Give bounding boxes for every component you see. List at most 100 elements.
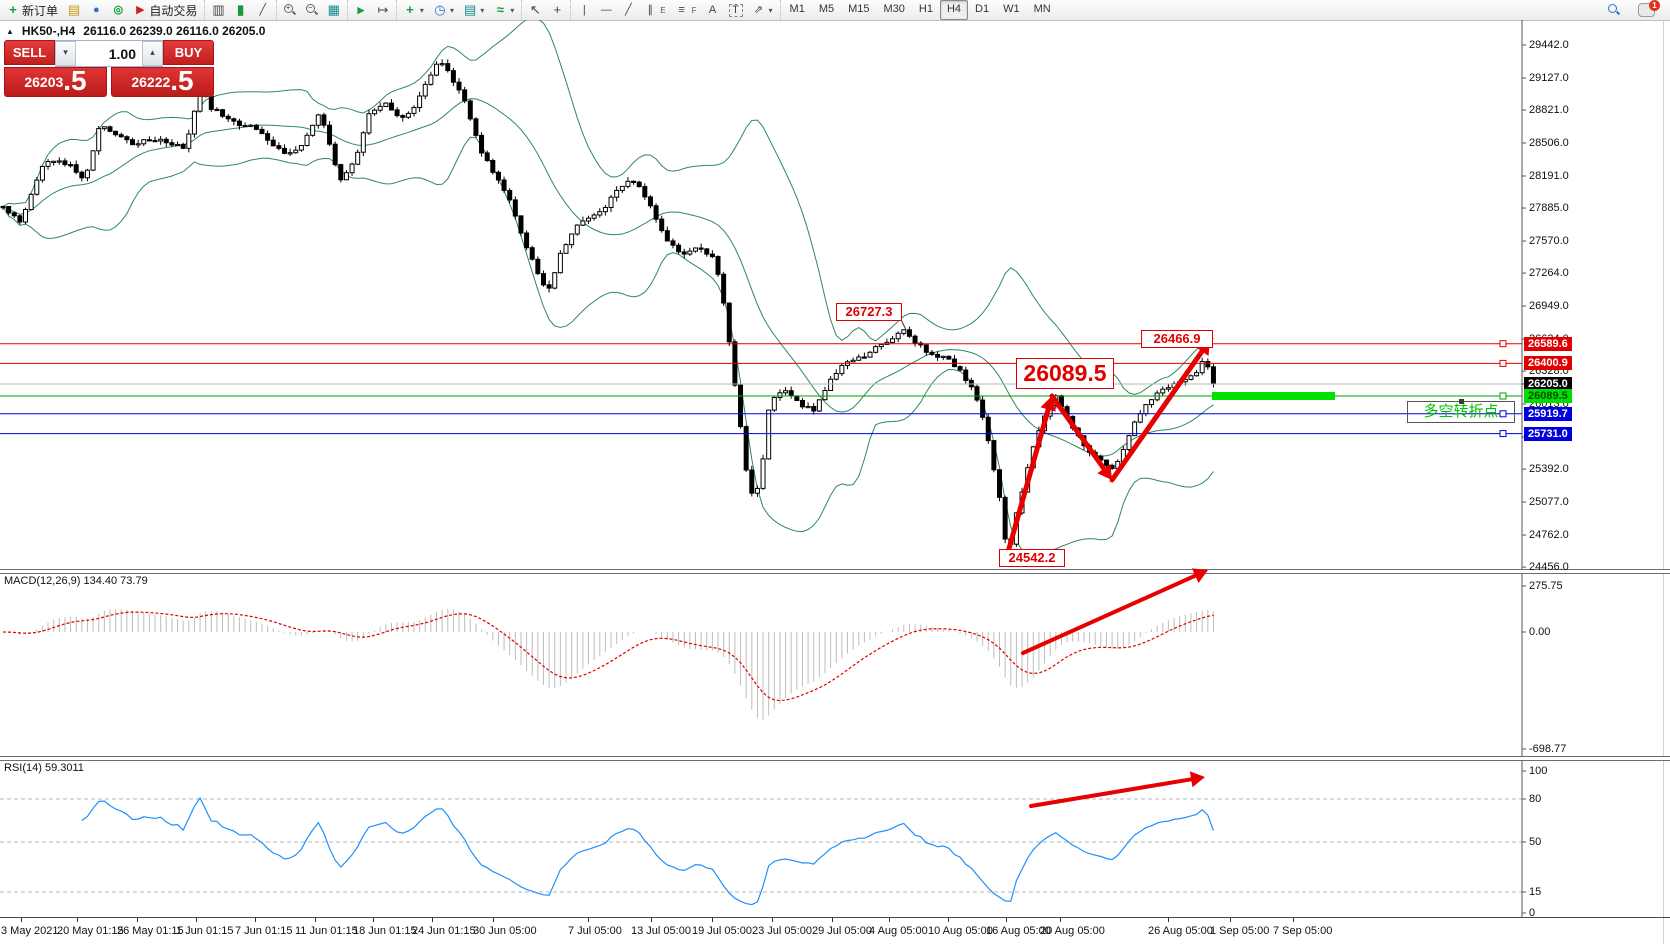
arrows-button[interactable]: ⇗ ▾	[748, 0, 778, 20]
macd-axis-label: -698.77	[1529, 743, 1567, 755]
text-label-button[interactable]: T	[724, 0, 748, 20]
fibonacci-button[interactable]: ≡ F	[671, 0, 702, 20]
macd-indicator-label: MACD(12,26,9) 134.40 73.79	[4, 575, 148, 587]
dropdown-icon: ▾	[449, 5, 454, 15]
notification-badge: 1	[1649, 0, 1660, 11]
rsi-axis-label: 100	[1529, 765, 1548, 777]
timeframe-button-m30[interactable]: M30	[883, 3, 905, 15]
swing-low-price-label[interactable]: 24542.2	[999, 549, 1065, 567]
market-button[interactable]: ▤	[63, 0, 85, 20]
bull-bear-turning-point-note[interactable]: 多空转折点	[1407, 399, 1515, 423]
main-chart-canvas[interactable]	[0, 20, 1670, 570]
rsi-panel-canvas[interactable]	[0, 759, 1670, 917]
channel-button[interactable]: ∥ E	[639, 0, 670, 20]
crosshair-button[interactable]: +	[546, 0, 568, 20]
rsi-axis-label: 50	[1529, 836, 1542, 848]
community-button[interactable]: ●	[85, 0, 107, 20]
new-order-button[interactable]: + 新订单	[2, 0, 63, 20]
price-axis-label: 28191.0	[1529, 169, 1569, 182]
signals-icon: ◎	[113, 4, 124, 16]
pivot-price-label[interactable]: 26089.5	[1016, 358, 1114, 389]
new-chart-button[interactable]: + ▾	[399, 0, 429, 20]
time-axis-label: 1 Jun 01:15	[176, 925, 234, 937]
window-right-edge	[1663, 20, 1664, 944]
toolbar-group-scroll: ▸ ↦	[346, 0, 396, 20]
sell-price-main: 26203	[24, 74, 64, 90]
timeframe-button-d1[interactable]: D1	[975, 3, 990, 15]
selection-handle[interactable]	[1459, 399, 1464, 404]
vertical-line-button[interactable]: |	[573, 0, 595, 20]
time-axis-tick	[373, 918, 374, 922]
time-axis-tick	[832, 918, 833, 922]
time-axis-label: 7 Jul 05:00	[568, 925, 622, 937]
timeframe-button-m15[interactable]: M15	[848, 3, 870, 15]
vertical-line-icon: |	[582, 4, 586, 16]
signals-button[interactable]: ◎	[107, 0, 129, 20]
volume-input[interactable]	[76, 41, 142, 66]
time-axis-label: 19 Jul 05:00	[692, 925, 752, 937]
time-axis-label: 16 Aug 05:00	[986, 925, 1051, 937]
one-click-trade-panel: SELL ▾ ▴ BUY 26203.5 26222.5	[4, 40, 214, 97]
price-axis-label: 27885.0	[1529, 202, 1569, 215]
cursor-button[interactable]: ↖	[524, 0, 546, 20]
zoom-out-icon: −	[305, 4, 318, 16]
sell-button[interactable]: SELL	[4, 40, 55, 65]
toolbar-group-chart-type: ▥ ▮ ╱	[204, 0, 275, 20]
buy-price-button[interactable]: 26222.5	[111, 67, 214, 97]
resistance-price-label-2[interactable]: 26466.9	[1141, 330, 1213, 348]
volume-increase-button[interactable]: ▴	[142, 41, 163, 66]
trendline-icon: ╱	[624, 4, 632, 16]
resistance-price-label-1[interactable]: 26727.3	[836, 303, 902, 321]
timeframe-button-h1[interactable]: H1	[918, 3, 933, 15]
time-axis-tick	[889, 918, 890, 922]
autoscroll-button[interactable]: ▸	[350, 0, 372, 20]
volume-decrease-button[interactable]: ▾	[55, 41, 76, 66]
bar-chart-button[interactable]: ▥	[207, 0, 229, 20]
candle-chart-button[interactable]: ▮	[230, 0, 252, 20]
indicators-button[interactable]: ≈ ▾	[489, 0, 519, 20]
arrows-icon: ⇗	[753, 4, 764, 16]
timeframe-button-m1[interactable]: M1	[789, 3, 805, 15]
template-button[interactable]: ▤ ▾	[459, 0, 489, 20]
trendline-button[interactable]: ╱	[617, 0, 639, 20]
line-chart-button[interactable]: ╱	[252, 0, 274, 20]
fibo-sub-label: F	[691, 5, 697, 15]
zoom-in-button[interactable]: +	[279, 0, 301, 20]
dropdown-icon: ▾	[419, 5, 424, 15]
timeframe-button-m5[interactable]: M5	[818, 3, 835, 15]
horizontal-line-button[interactable]: —	[595, 0, 617, 20]
toolbar-group-cursor: ↖ +	[521, 0, 570, 20]
time-axis-tick	[1293, 918, 1294, 922]
timeframe-button-mn[interactable]: MN	[1033, 3, 1051, 15]
price-axis-label: 24456.0	[1529, 561, 1569, 574]
indicators-icon: ≈	[496, 2, 504, 17]
sell-price-button[interactable]: 26203.5	[4, 67, 107, 97]
price-axis-label: 25392.0	[1529, 463, 1569, 476]
volume-stepper: ▾ ▴	[55, 40, 163, 67]
search-button[interactable]	[1603, 0, 1625, 20]
notifications-button[interactable]: 1	[1633, 0, 1660, 20]
price-tag: 26205.0	[1524, 376, 1572, 391]
time-axis-tick	[137, 918, 138, 922]
collapse-trade-panel-icon[interactable]: ▲	[6, 26, 14, 36]
period-clock-button[interactable]: ◷ ▾	[429, 0, 459, 20]
zoom-in-icon: +	[283, 4, 296, 16]
buy-button[interactable]: BUY	[163, 40, 214, 65]
timeframe-button-h4[interactable]: H4	[939, 0, 969, 20]
chart-shift-button[interactable]: ↦	[372, 0, 394, 20]
zoom-out-button[interactable]: −	[301, 0, 323, 20]
sell-price-fraction: .5	[63, 65, 87, 96]
timeframe-button-w1[interactable]: W1	[1003, 3, 1020, 15]
text-button[interactable]: A	[702, 0, 724, 20]
tile-windows-button[interactable]: ▦	[323, 0, 345, 20]
line-chart-icon: ╱	[259, 4, 266, 16]
time-axis[interactable]: 3 May 2021 20 May 01:15 26 May 01:15 1 Jun …	[0, 918, 1670, 944]
toolbar-group-objects: + ▾ ◷ ▾ ▤ ▾ ≈ ▾	[395, 0, 521, 20]
autotrade-button[interactable]: ▶ 自动交易	[129, 0, 202, 20]
macd-panel-separator[interactable]	[0, 569, 1670, 574]
toolbar-group-zoom: + − ▦	[275, 0, 347, 20]
price-tag: 26400.9	[1524, 356, 1572, 371]
macd-panel-canvas[interactable]	[0, 572, 1670, 757]
rsi-panel-separator[interactable]	[0, 756, 1670, 761]
time-axis-tick	[255, 918, 256, 922]
